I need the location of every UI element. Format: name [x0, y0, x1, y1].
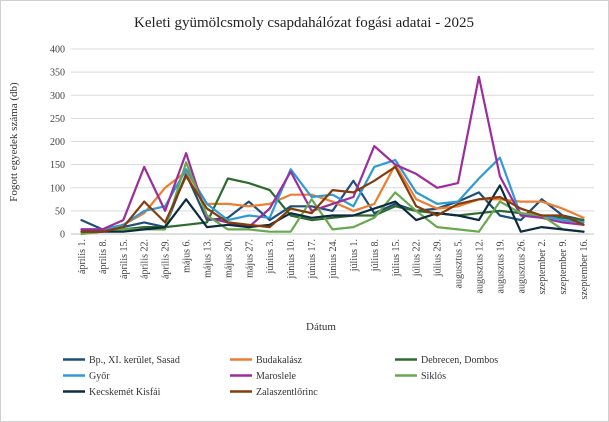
x-tick-label: szeptember 2.	[537, 239, 548, 295]
x-tick-label: július 22.	[412, 239, 423, 277]
y-tick-label: 150	[50, 160, 65, 171]
x-tick-label: szeptember 9.	[558, 239, 569, 295]
x-tick-label: augusztus 5.	[454, 239, 465, 288]
legend-entry: Budakalász	[256, 355, 303, 366]
y-tick-label: 200	[50, 137, 65, 148]
x-tick-label: július 15.	[391, 239, 402, 277]
x-tick-label: május 6.	[182, 239, 193, 273]
x-tick-label: május 20.	[223, 239, 234, 278]
y-tick-label: 400	[50, 45, 65, 56]
x-tick-label: szeptember 16.	[579, 239, 590, 300]
x-tick-label: június 17.	[307, 239, 318, 279]
x-tick-label: június 24.	[328, 239, 339, 279]
x-tick-label: július 8.	[370, 239, 381, 272]
x-tick-label: május 13.	[202, 239, 213, 278]
legend-entry: Győr	[89, 371, 110, 382]
legend-entry: Zalaszentlőrinc	[256, 387, 318, 398]
y-tick-label: 100	[50, 183, 65, 194]
series-line-7	[80, 165, 585, 233]
x-tick-label: április 8.	[98, 239, 109, 274]
legend-entry: Maroslele	[256, 371, 297, 382]
gridlines	[71, 48, 594, 235]
y-tick-label: 0	[60, 230, 65, 241]
x-tick-label: június 10.	[286, 239, 297, 279]
series-line-6	[80, 184, 585, 233]
y-tick-label: 250	[50, 114, 65, 125]
legend-entry: Siklós	[421, 371, 446, 382]
x-tick-label: augusztus 26.	[516, 239, 527, 293]
x-tick-label: április 1.	[77, 239, 88, 274]
y-tick-label: 350	[50, 68, 65, 79]
legend-entry: Kecskemét Kisfái	[89, 387, 161, 398]
x-tick-label: július 1.	[349, 239, 360, 272]
legend-entry: Debrecen, Dombos	[421, 355, 498, 366]
y-axis-ticks: 0 50 100 150 200 250 300 350 400	[50, 45, 65, 241]
y-tick-label: 50	[55, 206, 65, 217]
series-line-3	[80, 156, 585, 231]
x-tick-label: április 29.	[161, 239, 172, 279]
y-axis-label: Fogott egyedek száma (db)	[8, 82, 20, 202]
series-line-1	[80, 163, 585, 233]
series-lines	[80, 75, 585, 236]
series-line-4	[80, 75, 585, 231]
x-tick-label: május 27.	[244, 239, 255, 278]
x-tick-label: június 3.	[265, 239, 276, 274]
x-axis-label: Dátum	[306, 321, 336, 333]
x-tick-label: április 15.	[119, 239, 130, 279]
series-line-5	[80, 161, 585, 236]
x-tick-label: április 22.	[140, 239, 151, 279]
legend-entry: Bp., XI. kerület, Sasad	[89, 355, 180, 366]
y-tick-label: 300	[50, 91, 65, 102]
x-tick-label: július 29.	[433, 239, 444, 277]
x-tick-label: augusztus 12.	[474, 239, 485, 293]
legend: Bp., XI. kerület, Sasad Budakalász Debrece…	[63, 355, 498, 398]
x-tick-label: augusztus 19.	[495, 239, 506, 293]
x-axis-ticks: április 1. április 8. április 15. április 2…	[77, 239, 590, 300]
chart-title: Keleti gyümölcsmoly csapdahálózat fogási…	[134, 15, 474, 31]
